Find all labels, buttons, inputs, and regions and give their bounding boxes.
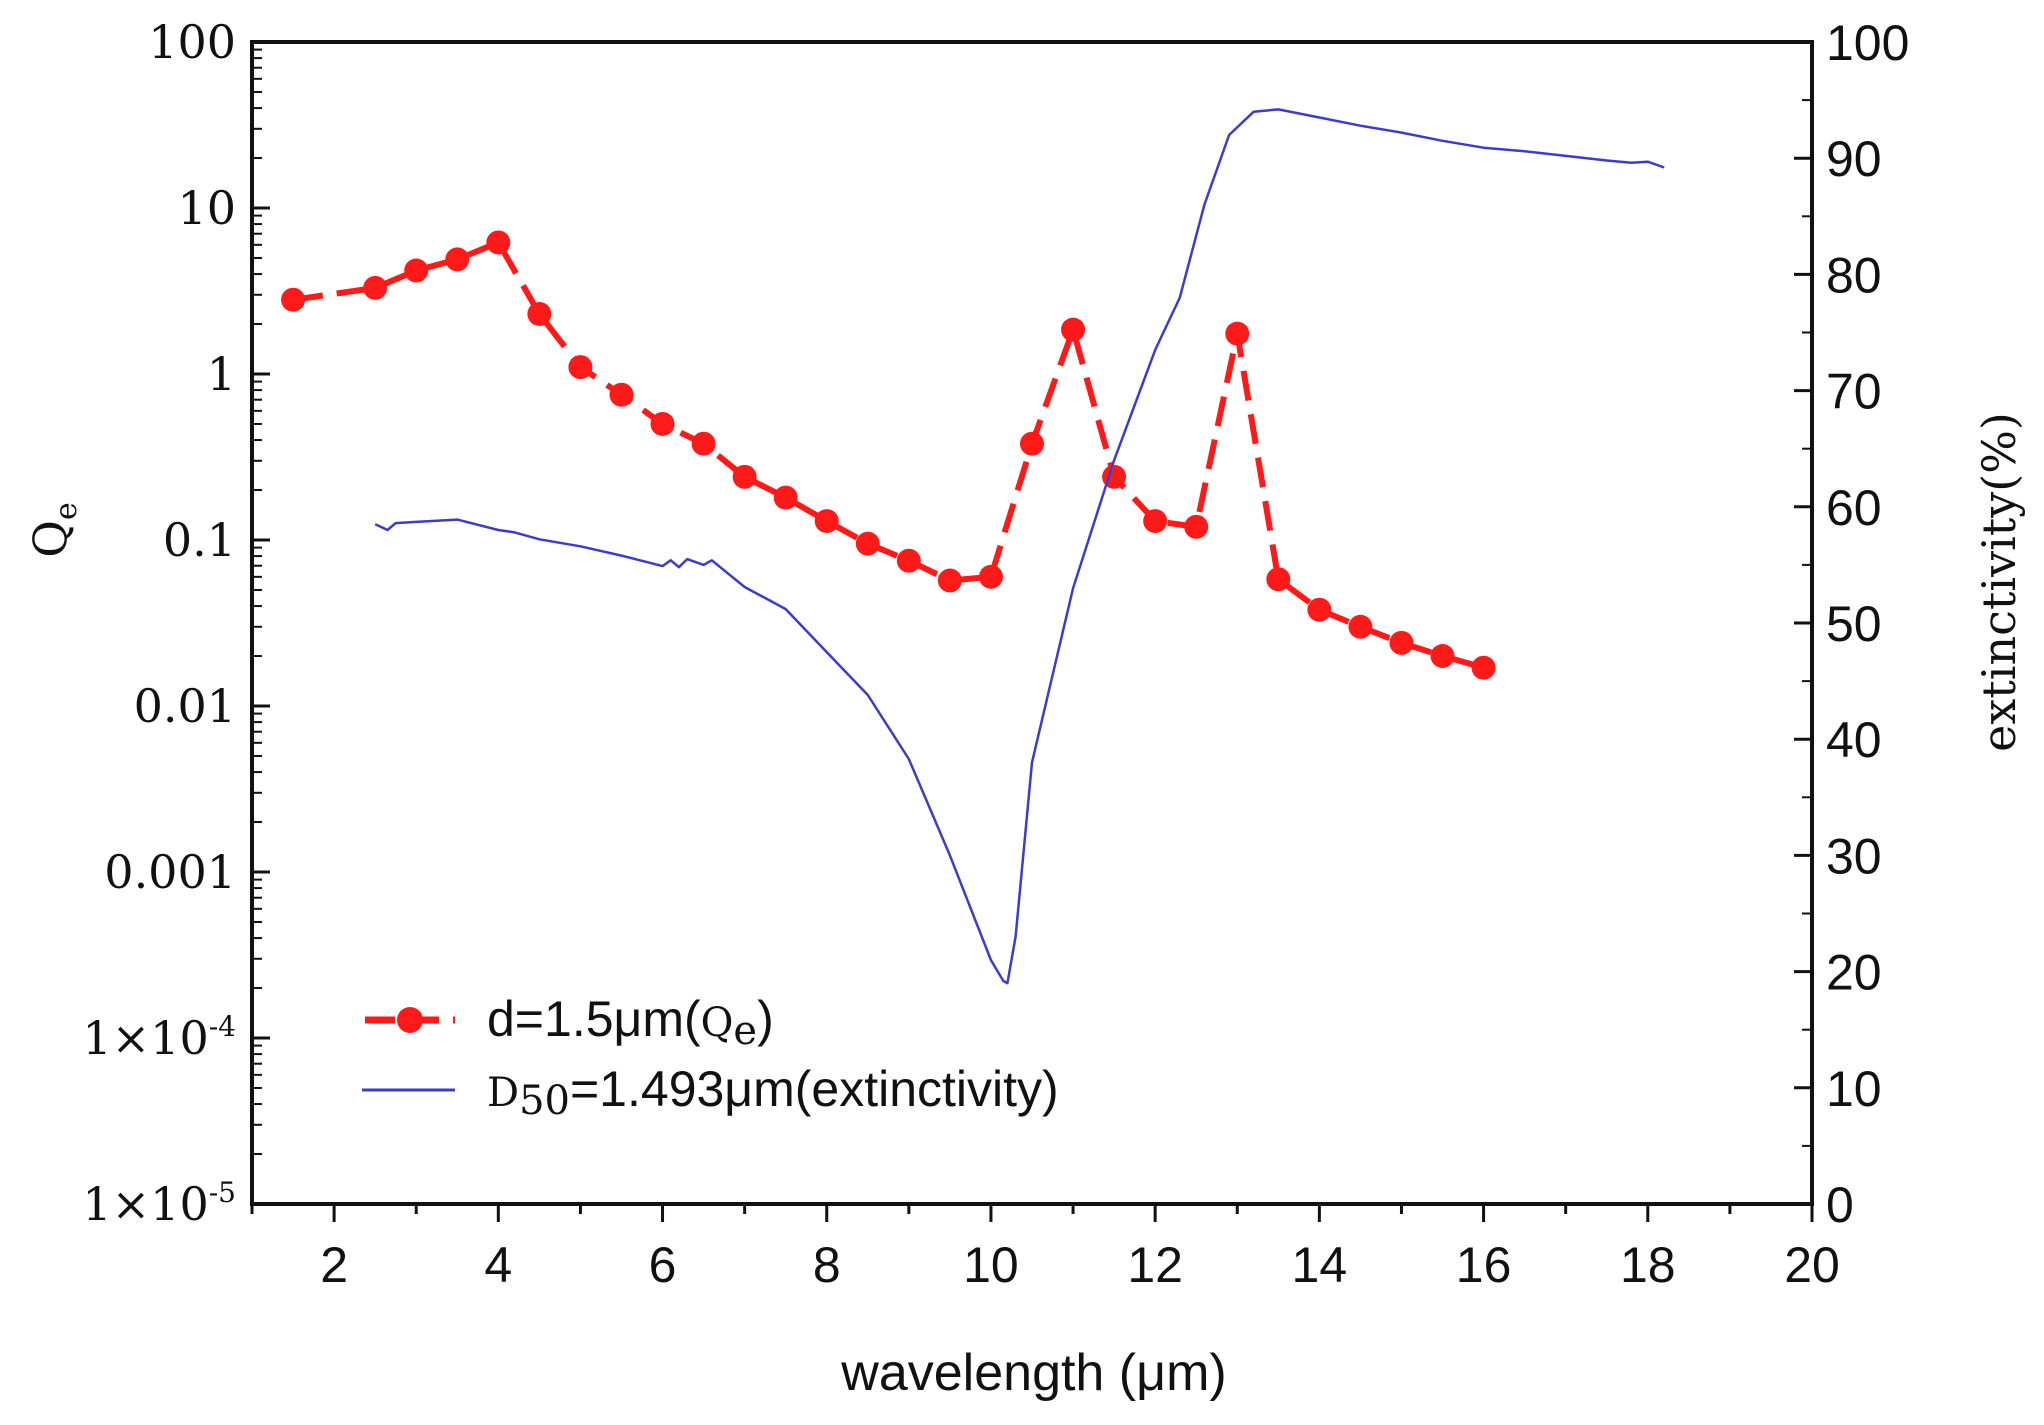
x-tick-label: 18 [1620, 1237, 1676, 1293]
series-0-point [1430, 644, 1455, 669]
x-tick-label: 20 [1784, 1237, 1840, 1293]
y-right-axis-title: extinctivity(%) [1972, 412, 2026, 752]
y-right-tick-label: 10 [1826, 1061, 1882, 1117]
x-tick-label: 4 [484, 1237, 512, 1293]
legend-marker-qe [397, 1007, 423, 1033]
y-right-tick-label: 90 [1826, 131, 1882, 187]
series-0-point [1225, 321, 1250, 346]
series-0-point [1389, 630, 1414, 655]
x-tick-label: 14 [1292, 1237, 1348, 1293]
y-right-tick-label: 30 [1826, 828, 1882, 884]
y-right-tick-label: 100 [1826, 15, 1909, 71]
x-axis-title: wavelength (μm) [840, 1344, 1226, 1402]
series-layer [281, 108, 1665, 985]
series-0-point [773, 485, 798, 510]
x-tick-label: 6 [649, 1237, 677, 1293]
series-0-point [1266, 567, 1291, 592]
svg-text:Qe: Qe [23, 502, 84, 557]
series-0-point [486, 230, 511, 255]
x-tick-label: 2 [320, 1237, 348, 1293]
y-right-tick-label: 50 [1826, 596, 1882, 652]
y-left-tick-label: 1×10-5 [82, 1176, 236, 1231]
y-right-tick-label: 20 [1826, 945, 1882, 1001]
series-0-point [1307, 597, 1332, 622]
y-left-tick-label: 0.1 [163, 513, 236, 567]
series-0-point [1348, 614, 1373, 639]
series-0-point [445, 247, 470, 272]
ticks: 2 4 6 8 10 12 14 16 18 201001010.10.010.0011×10-4… [82, 15, 1909, 1293]
legend-label-qe: d=1.5μm(Qe) [487, 991, 774, 1054]
series-0-point [568, 355, 593, 380]
y-right-tick-label: 40 [1826, 712, 1882, 768]
y-left-axis-title: Qe [23, 502, 84, 557]
series-line-1 [374, 108, 1665, 985]
series-0-point [691, 431, 716, 456]
y-left-tick-label: 1 [207, 347, 236, 401]
y-right-tick-label: 60 [1826, 480, 1882, 536]
series-0-point [855, 531, 880, 556]
series-0-point [527, 301, 552, 326]
series-0-point [732, 464, 757, 489]
plot-frame [250, 40, 1814, 1206]
series-0-point [1143, 509, 1168, 534]
x-tick-label: 8 [813, 1237, 841, 1293]
series-0-point [896, 548, 921, 573]
y-left-tick-label: 0.001 [104, 845, 236, 899]
y-right-tick-label: 0 [1826, 1177, 1854, 1233]
series-0-point [1471, 655, 1496, 680]
y-left-tick-label: 100 [148, 15, 236, 69]
series-0-point [814, 509, 839, 534]
y-right-tick-label: 70 [1826, 364, 1882, 420]
y-right-tick-label: 80 [1826, 247, 1882, 303]
series-line-0 [292, 239, 1485, 671]
series-0-point [281, 287, 306, 312]
series-0-point [363, 275, 388, 300]
series-0-point [978, 564, 1003, 589]
x-tick-label: 16 [1456, 1237, 1512, 1293]
x-tick-label: 10 [963, 1237, 1019, 1293]
series-0-point [650, 411, 675, 436]
series-0-point [1184, 514, 1209, 539]
series-0-point [1061, 317, 1086, 342]
x-tick-label: 12 [1127, 1237, 1183, 1293]
series-0-point [609, 382, 634, 407]
series-0-point [404, 258, 429, 283]
series-0-point [1020, 431, 1044, 456]
y-left-tick-label: 10 [177, 181, 236, 235]
y-left-tick-label: 0.01 [134, 679, 236, 733]
legend: d=1.5μm(Qe) D50=1.493μm(extinctivity) [362, 991, 1059, 1124]
y-left-tick-label: 1×10-4 [82, 1010, 236, 1065]
legend-label-extinctivity: D50=1.493μm(extinctivity) [487, 1061, 1059, 1124]
series-0-point [937, 568, 962, 593]
